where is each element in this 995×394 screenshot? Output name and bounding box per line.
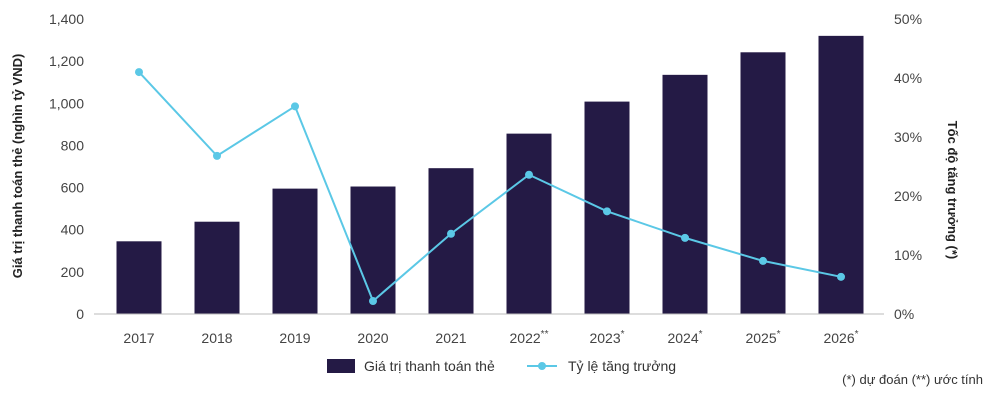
y-tick-label: 600	[61, 180, 85, 196]
y-tick-label: 800	[61, 137, 85, 153]
bar	[116, 241, 162, 314]
bar-series	[116, 35, 864, 315]
y-tick-label: 400	[61, 222, 85, 238]
y-axis-title: Giá trị thanh toán thẻ (nghìn tỷ VND)	[10, 54, 25, 279]
y2-tick-label: 30%	[894, 129, 922, 145]
growth-point	[369, 297, 377, 306]
x-tick-label: 2022**	[510, 329, 549, 346]
growth-rate-line	[138, 71, 842, 303]
bar	[350, 186, 396, 314]
x-tick-label: 2026*	[823, 329, 858, 346]
y-tick-label: 1,000	[49, 95, 84, 111]
y-tick-label: 1,400	[49, 11, 84, 27]
x-tick-label: 2023*	[589, 329, 624, 346]
y2-tick-label: 0%	[894, 306, 914, 322]
y2-tick-label: 20%	[894, 188, 922, 204]
growth-point	[681, 233, 689, 242]
y2-tick-label: 40%	[894, 70, 922, 86]
x-axis-ticks: 2017 2018 2019 2020 2021 2022** 2023* 2024* 2025…	[123, 329, 858, 346]
growth-point	[525, 170, 533, 179]
y-tick-label: 0	[76, 306, 84, 322]
right-axis-ticks: 0% 10% 20% 30% 40% 50%	[894, 11, 922, 322]
bar	[272, 188, 318, 314]
x-tick-label: 2020	[357, 330, 388, 346]
bar	[506, 133, 552, 314]
legend-line-label: Tỷ lệ tăng trưởng	[568, 358, 676, 374]
left-axis-ticks: 0 200 400 600 800 1,000 1,200 1,400	[49, 11, 84, 322]
growth-point	[213, 151, 221, 160]
y-tick-label: 1,200	[49, 53, 84, 69]
growth-point	[291, 102, 299, 111]
legend: Giá trị thanh toán thẻ Tỷ lệ tăng trưởng	[327, 358, 676, 374]
growth-point	[135, 68, 143, 77]
forecast-note: (*) dự đoán (**) ước tính	[842, 372, 983, 387]
growth-point	[759, 256, 767, 265]
growth-point	[837, 272, 845, 281]
bar	[740, 52, 786, 315]
bar	[818, 35, 864, 314]
x-tick-label: 2024*	[667, 329, 702, 346]
x-tick-label: 2017	[123, 330, 154, 346]
legend-line-dot	[538, 362, 546, 370]
legend-bar-label: Giá trị thanh toán thẻ	[364, 358, 495, 374]
bar	[194, 221, 240, 314]
growth-rate-points	[135, 68, 845, 306]
x-tick-label: 2021	[435, 330, 466, 346]
x-tick-label: 2019	[279, 330, 310, 346]
growth-point	[447, 229, 455, 238]
growth-point	[603, 207, 611, 216]
x-tick-label: 2025*	[745, 329, 780, 346]
legend-bar-swatch	[327, 359, 355, 373]
y2-axis-title: Tốc độ tăng trưởng (*)	[945, 121, 960, 260]
bar	[662, 74, 708, 314]
x-tick-label: 2018	[201, 330, 232, 346]
y2-tick-label: 10%	[894, 247, 922, 263]
y2-tick-label: 50%	[894, 11, 922, 27]
bar	[428, 168, 474, 314]
y-tick-label: 200	[61, 264, 85, 280]
